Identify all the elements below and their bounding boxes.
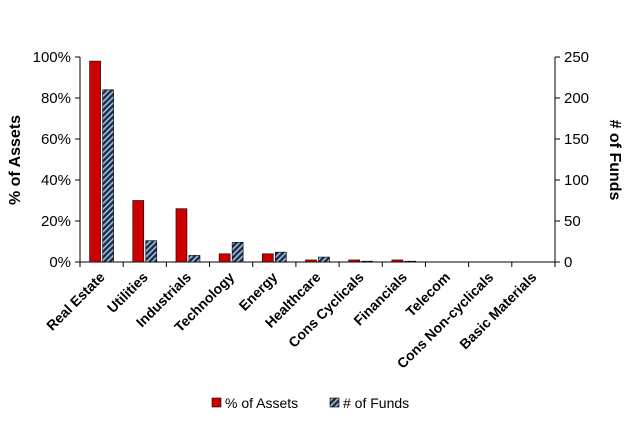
legend-label-funds: # of Funds [343, 395, 409, 411]
legend: % of Assets # of Funds [211, 395, 409, 411]
bar-assets [348, 259, 360, 263]
y2-tick-label: 200 [564, 90, 589, 107]
y-tick-label: 40% [41, 172, 71, 189]
x-category-label: Real Estate [43, 269, 108, 334]
y-tick-label: 100% [33, 49, 71, 66]
bar-assets [175, 208, 188, 263]
y2-tick-label: 250 [564, 49, 589, 66]
legend-swatch-assets [211, 397, 222, 408]
y-tick-label: 0% [49, 254, 71, 271]
y2-tick-label: 0 [564, 254, 572, 271]
bar-funds [361, 260, 373, 263]
y-tick-label: 60% [41, 131, 71, 148]
bar-funds [275, 251, 287, 263]
y-tick-label: 80% [41, 90, 71, 107]
bar-assets [305, 259, 317, 263]
bar-assets [262, 253, 274, 263]
legend-swatch-funds [329, 397, 340, 408]
bar-assets [391, 259, 404, 263]
bar-assets [89, 60, 101, 263]
plot-area: 0% 20% 40% 60% 80% 100% 0 50 100 150 200 250 Real Es… [33, 49, 589, 371]
y2-tick-label: 150 [564, 131, 589, 148]
x-category-label: Basic Materials [456, 269, 540, 353]
bar-assets [132, 200, 145, 263]
bar-funds [318, 256, 330, 263]
y-tick-label: 20% [41, 213, 71, 230]
legend-label-assets: % of Assets [225, 395, 298, 411]
y-axis-title: % of Assets [7, 115, 24, 205]
y2-tick-label: 100 [564, 172, 589, 189]
bar-funds [231, 242, 244, 263]
bar-funds [102, 89, 114, 263]
bar-assets [218, 253, 231, 263]
bar-funds [404, 260, 417, 263]
x-category-label: Cons Cyclicals [285, 269, 367, 351]
y2-tick-label: 50 [564, 213, 581, 230]
y2-axis-title: # of Funds [606, 120, 623, 201]
bar-funds [188, 255, 201, 263]
bar-funds [145, 240, 158, 263]
